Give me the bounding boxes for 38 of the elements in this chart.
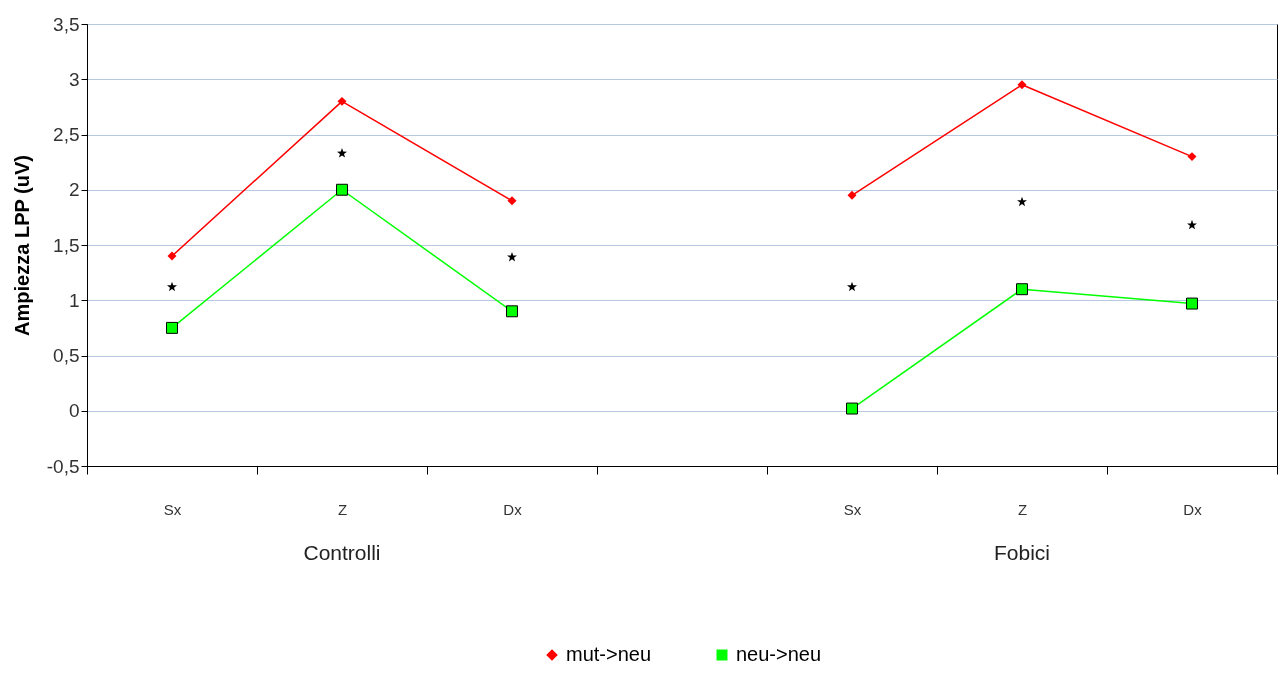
x-tick-label: Dx: [503, 500, 523, 518]
x-tick-label: Z: [337, 500, 348, 518]
x-tick-label: Sx: [163, 500, 182, 518]
point: [506, 305, 518, 318]
x-tick-label: Sx: [843, 500, 862, 518]
point: [1186, 297, 1198, 310]
y-tick-label: 2: [68, 179, 80, 201]
y-tick-label: 0,5: [53, 345, 80, 366]
y-tick-label: 1: [68, 289, 80, 311]
point: [336, 183, 348, 196]
point: [337, 148, 347, 158]
y-tick-label: -0,5: [46, 455, 80, 477]
point: [1017, 196, 1027, 207]
point: [847, 190, 857, 200]
y-axis-title: Ampiezza LPP (uV): [10, 155, 33, 336]
legend-label: mut->neu: [566, 643, 652, 665]
point: [166, 321, 178, 334]
text: Controlli: [303, 541, 381, 564]
point: [167, 281, 177, 292]
y-tick-label: 0: [68, 400, 80, 422]
y-tick-label: 3: [68, 68, 80, 90]
legend-label: neu->neu: [736, 643, 822, 665]
point: [507, 196, 517, 206]
point: [847, 281, 857, 292]
text: Fobici: [993, 541, 1051, 564]
point: [1187, 152, 1197, 162]
point: [1187, 219, 1197, 230]
y-tick-label: 2,5: [53, 124, 80, 145]
y-tick-label: 1,5: [53, 234, 80, 256]
point: [846, 402, 858, 415]
point: [507, 251, 517, 262]
point: [167, 251, 177, 261]
x-tick-label: Dx: [1183, 500, 1203, 518]
point: [1017, 80, 1027, 90]
point: [337, 96, 347, 106]
y-tick-label: 3,5: [53, 13, 80, 35]
point: [1016, 283, 1028, 296]
x-tick-label: Z: [1017, 500, 1028, 518]
